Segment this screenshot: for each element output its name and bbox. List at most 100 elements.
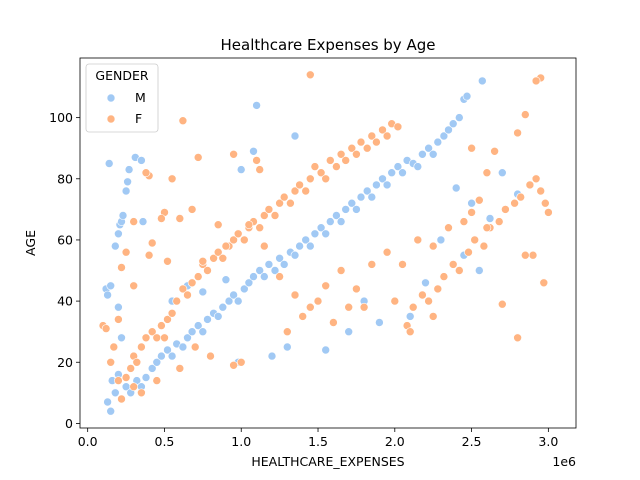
point-f	[163, 256, 172, 266]
point-m	[325, 217, 335, 226]
x-tick-label: 1.5	[308, 434, 328, 449]
point-m	[375, 318, 384, 327]
point-m	[221, 275, 231, 285]
point-f	[352, 284, 361, 294]
point-m	[203, 315, 212, 324]
chart-title: Healthcare Expenses by Age	[221, 36, 436, 54]
point-f	[428, 241, 438, 251]
point-f	[172, 296, 181, 306]
point-f	[479, 241, 489, 251]
point-f	[540, 198, 550, 208]
point-f	[520, 110, 530, 119]
point-f	[295, 180, 304, 190]
point-f	[352, 150, 361, 159]
point-f	[482, 168, 492, 177]
point-f	[444, 223, 453, 232]
point-f	[305, 302, 315, 312]
y-tick-label: 100	[49, 110, 73, 125]
point-f	[341, 156, 351, 165]
point-m	[213, 312, 223, 321]
point-m	[372, 180, 381, 190]
point-f	[428, 312, 438, 321]
point-f	[183, 290, 192, 300]
y-tick-label: 80	[57, 171, 73, 186]
point-f	[467, 208, 476, 217]
x-axis: 0.0 0.5 1.0 1.5 2.0 2.5 3.0	[78, 428, 558, 449]
point-f	[114, 376, 123, 385]
y-axis-title: AGE	[23, 230, 38, 256]
y-tick-label: 60	[57, 232, 73, 247]
point-f	[193, 272, 203, 281]
point-f	[286, 198, 295, 208]
point-m	[290, 131, 300, 141]
point-f	[344, 302, 354, 312]
point-f	[454, 266, 464, 275]
point-m	[198, 327, 208, 337]
point-f	[516, 192, 526, 202]
point-f	[121, 373, 131, 382]
point-f	[147, 238, 157, 248]
point-m	[163, 345, 172, 355]
point-f	[129, 281, 138, 291]
point-f	[213, 247, 223, 257]
point-f	[167, 308, 177, 318]
point-f	[424, 296, 433, 306]
point-f	[132, 357, 142, 367]
legend-title: GENDER	[95, 68, 148, 83]
point-m	[344, 327, 354, 337]
plot-frame	[79, 57, 577, 429]
point-f	[544, 208, 553, 217]
point-m	[114, 302, 123, 312]
point-m	[123, 177, 132, 187]
legend-marker-f	[106, 114, 116, 124]
point-m	[167, 351, 177, 361]
point-f	[531, 76, 541, 86]
point-m	[141, 373, 151, 382]
point-f	[325, 156, 335, 165]
point-f	[367, 260, 377, 269]
point-m	[187, 327, 197, 337]
point-m	[114, 229, 123, 239]
point-m	[336, 217, 346, 226]
point-m	[310, 229, 320, 239]
legend-marker-m	[106, 93, 116, 103]
point-f	[129, 382, 138, 392]
point-f	[114, 315, 123, 324]
point-m	[421, 278, 430, 288]
point-m	[362, 186, 372, 196]
point-f	[497, 299, 507, 309]
point-f	[513, 333, 522, 343]
point-m	[224, 296, 234, 306]
point-f	[439, 272, 449, 281]
point-m	[405, 312, 415, 321]
point-f	[398, 260, 407, 269]
point-m	[436, 235, 446, 245]
point-f	[255, 223, 265, 232]
point-f	[275, 198, 284, 208]
point-f	[193, 153, 203, 162]
legend-label-m: M	[135, 90, 146, 105]
point-m	[462, 91, 472, 101]
point-m	[347, 198, 357, 208]
point-f	[525, 180, 535, 190]
point-m	[451, 183, 461, 193]
point-f	[147, 327, 157, 337]
point-f	[252, 156, 261, 165]
point-m	[332, 211, 341, 220]
point-m	[138, 217, 148, 226]
point-f	[141, 333, 151, 343]
point-f	[290, 186, 300, 196]
point-f	[321, 281, 331, 291]
point-f	[175, 364, 185, 373]
point-m	[367, 192, 377, 202]
point-f	[332, 162, 341, 171]
point-f	[236, 357, 246, 367]
point-f	[259, 241, 269, 251]
point-f	[413, 235, 423, 245]
point-m	[193, 321, 203, 330]
point-m	[267, 351, 277, 361]
point-f	[378, 125, 387, 135]
point-f	[510, 198, 519, 208]
point-f	[290, 290, 300, 300]
